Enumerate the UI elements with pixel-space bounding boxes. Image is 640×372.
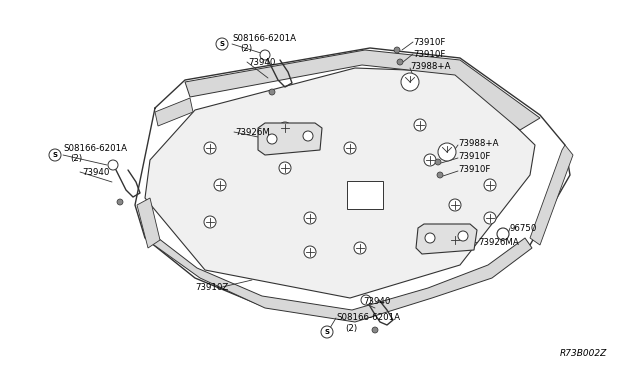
Polygon shape [258, 123, 322, 155]
Circle shape [435, 159, 441, 165]
Circle shape [269, 89, 275, 95]
Text: 73910F: 73910F [413, 49, 445, 58]
Text: 73988+A: 73988+A [410, 61, 451, 71]
Circle shape [279, 162, 291, 174]
Circle shape [304, 246, 316, 258]
Circle shape [214, 179, 226, 191]
Circle shape [458, 231, 468, 241]
Circle shape [361, 295, 371, 305]
Polygon shape [155, 98, 193, 126]
Circle shape [438, 143, 456, 161]
Circle shape [344, 142, 356, 154]
Text: 73926MA: 73926MA [478, 237, 519, 247]
Circle shape [484, 179, 496, 191]
Text: 73940: 73940 [82, 167, 109, 176]
Circle shape [279, 122, 291, 134]
Text: S08166-6201A: S08166-6201A [232, 33, 296, 42]
Circle shape [437, 172, 443, 178]
Circle shape [204, 216, 216, 228]
Polygon shape [185, 50, 540, 130]
Text: 73988+A: 73988+A [458, 138, 499, 148]
Circle shape [303, 131, 313, 141]
Text: S08166-6201A: S08166-6201A [336, 314, 400, 323]
Circle shape [304, 212, 316, 224]
Polygon shape [347, 181, 383, 209]
Circle shape [425, 233, 435, 243]
Circle shape [414, 119, 426, 131]
Text: 73910F: 73910F [458, 151, 490, 160]
Text: 73940: 73940 [363, 298, 390, 307]
Text: (2): (2) [70, 154, 82, 163]
Circle shape [497, 228, 509, 240]
Polygon shape [416, 224, 477, 254]
Text: 96750: 96750 [510, 224, 538, 232]
Polygon shape [530, 145, 573, 245]
Text: 73910F: 73910F [413, 38, 445, 46]
Polygon shape [145, 228, 532, 322]
Circle shape [204, 142, 216, 154]
Text: R73B002Z: R73B002Z [560, 350, 607, 359]
Circle shape [372, 327, 378, 333]
Circle shape [449, 234, 461, 246]
Circle shape [117, 199, 123, 205]
Text: 73910Z: 73910Z [195, 283, 228, 292]
Circle shape [321, 326, 333, 338]
Circle shape [267, 134, 277, 144]
Circle shape [449, 199, 461, 211]
Circle shape [354, 242, 366, 254]
Polygon shape [145, 68, 535, 298]
Text: S08166-6201A: S08166-6201A [63, 144, 127, 153]
Circle shape [49, 149, 61, 161]
Text: 73910F: 73910F [458, 164, 490, 173]
Text: S: S [220, 41, 225, 47]
Text: 73940: 73940 [248, 58, 275, 67]
Circle shape [260, 50, 270, 60]
Circle shape [484, 212, 496, 224]
Text: (2): (2) [345, 324, 357, 333]
Circle shape [216, 38, 228, 50]
Text: S: S [324, 329, 330, 335]
Circle shape [108, 160, 118, 170]
Circle shape [424, 154, 436, 166]
Text: (2): (2) [240, 44, 252, 52]
Text: S: S [52, 152, 58, 158]
Circle shape [394, 47, 400, 53]
Circle shape [401, 73, 419, 91]
Text: 73926M: 73926M [235, 128, 270, 137]
Circle shape [397, 59, 403, 65]
Polygon shape [137, 198, 160, 248]
